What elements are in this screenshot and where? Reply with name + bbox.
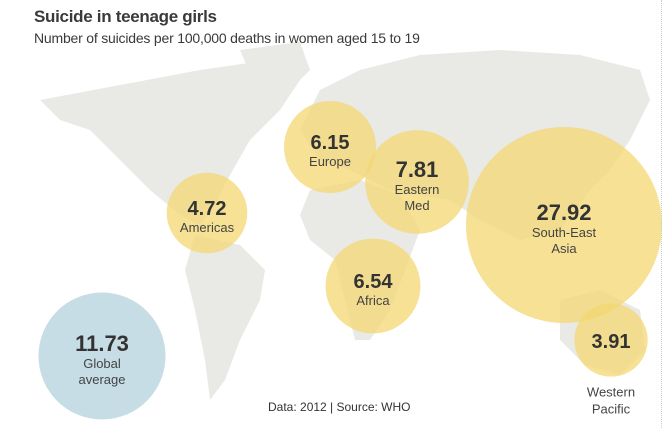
region-label-americas: Americas xyxy=(180,220,235,235)
value-label-africa: 6.54 xyxy=(354,271,394,293)
value-label-europe: 6.15 xyxy=(311,132,350,154)
chart-subtitle: Number of suicides per 100,000 deaths in… xyxy=(34,30,420,46)
region-label-europe: Europe xyxy=(309,154,351,169)
value-label-americas: 4.72 xyxy=(188,198,227,220)
region-label-south-east-asia: South-East xyxy=(532,225,597,240)
bubble-western-pacific xyxy=(574,303,648,377)
bubble-europe xyxy=(284,101,376,193)
bubble-south-east-asia xyxy=(466,127,662,323)
bubble-americas xyxy=(166,172,248,254)
scroll-rail xyxy=(661,0,666,428)
value-label-south-east-asia: 27.92 xyxy=(536,200,591,225)
region-label-global-average: average xyxy=(79,372,126,387)
region-label-global-average: Global xyxy=(83,356,121,371)
region-label-western-pacific: Western xyxy=(587,385,635,400)
south-america-shape xyxy=(185,235,265,400)
greenland-shape xyxy=(240,42,310,95)
region-label-eastern-med: Eastern xyxy=(395,182,440,197)
region-label-western-pacific: Pacific xyxy=(592,402,631,417)
region-label-eastern-med: Med xyxy=(404,198,429,213)
north-america-shape xyxy=(40,60,300,225)
source-note: Data: 2012 | Source: WHO xyxy=(268,400,411,414)
value-label-global-average: 11.73 xyxy=(75,331,129,356)
bubble-eastern-med xyxy=(365,130,469,234)
region-label-south-east-asia: Asia xyxy=(551,241,577,256)
value-label-western-pacific: 3.91 xyxy=(592,331,631,353)
region-label-africa: Africa xyxy=(356,293,390,308)
chart-title: Suicide in teenage girls xyxy=(34,7,217,26)
value-label-eastern-med: 7.81 xyxy=(396,157,439,182)
bubble-global-average xyxy=(38,292,166,420)
bubble-africa xyxy=(325,238,421,334)
